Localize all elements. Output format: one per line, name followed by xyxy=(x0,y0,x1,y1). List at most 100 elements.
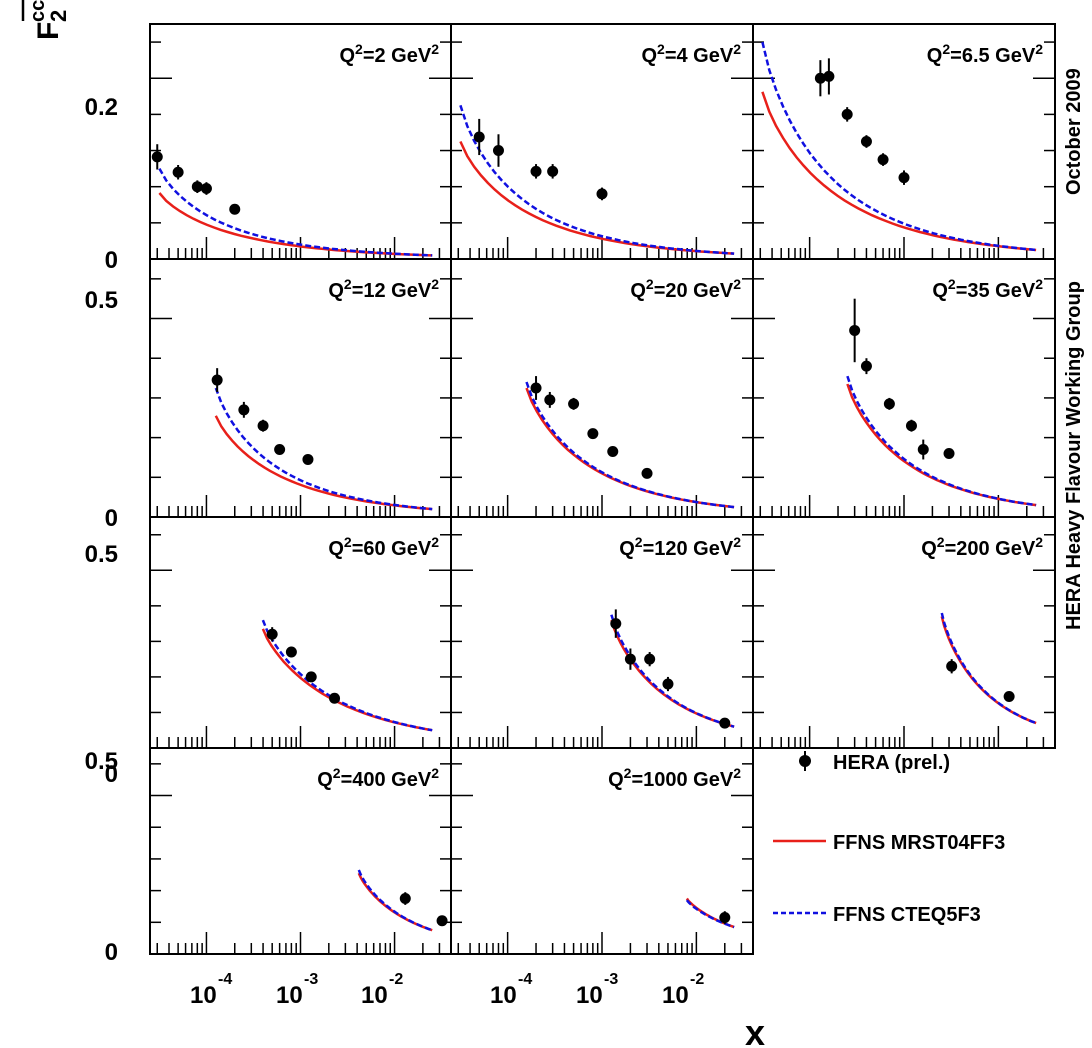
data-point xyxy=(544,394,555,405)
data-point xyxy=(842,109,853,120)
data-point xyxy=(899,172,910,183)
data-point xyxy=(302,454,313,465)
x-tick-exp-b1: -4 xyxy=(518,971,532,988)
data-point xyxy=(531,383,542,394)
panel-0: Q2=2 GeV2 xyxy=(150,24,451,259)
data-point xyxy=(152,151,163,162)
curve-cteq xyxy=(263,620,432,730)
panel-5: Q2=35 GeV2 xyxy=(753,259,1055,517)
panel-q2-label: Q2=2 GeV2 xyxy=(339,41,439,67)
curve-cteq xyxy=(762,42,1036,250)
y-axis-title-rotated: F 2 cc xyxy=(23,0,71,40)
y-label-row2-top: 0.5 xyxy=(85,541,118,568)
curve-cteq xyxy=(359,870,432,930)
x-tick-exp-b3: -2 xyxy=(690,971,704,988)
data-point xyxy=(823,71,834,82)
side-date: October 2009 xyxy=(1063,68,1085,195)
side-caption: HERA Heavy Flavour Working Group xyxy=(1063,281,1085,630)
x-axis-title: x xyxy=(745,1012,765,1048)
panel-3: Q2=12 GeV2 xyxy=(150,259,451,517)
data-point xyxy=(597,188,608,199)
x-tick-base-a1: 10 xyxy=(190,982,217,1009)
y-title-sup: cc xyxy=(27,0,49,22)
data-point xyxy=(212,375,223,386)
panel-q2-label: Q2=120 GeV2 xyxy=(619,534,741,560)
data-point xyxy=(568,398,579,409)
data-point xyxy=(884,398,895,409)
panel-6: Q2=60 GeV2 xyxy=(150,517,451,748)
data-point xyxy=(274,444,285,455)
data-point xyxy=(610,618,621,629)
legend-mrst-label: FFNS MRST04FF3 xyxy=(833,832,1005,854)
data-point xyxy=(474,131,485,142)
curve-mrst xyxy=(527,388,735,507)
y-title-main: F xyxy=(32,22,65,40)
panel-q2-label: Q2=20 GeV2 xyxy=(630,276,741,302)
data-point xyxy=(944,448,955,459)
data-point xyxy=(173,167,184,178)
data-point xyxy=(329,693,340,704)
data-point xyxy=(642,468,653,479)
x-tick-exp-a1: -4 xyxy=(218,971,232,988)
y-label-row0-zero: 0 xyxy=(105,247,118,274)
panel-q2-label: Q2=4 GeV2 xyxy=(641,41,741,67)
y-title-sub: 2 xyxy=(46,10,71,22)
panels: Q2=2 GeV2 Q2=4 GeV2 Q2=6.5 GeV2 Q2=12 GeV2 Q… xyxy=(150,24,1055,954)
panel-q2-label: Q2=400 GeV2 xyxy=(317,765,439,791)
data-point xyxy=(229,204,240,215)
data-point xyxy=(861,136,872,147)
curve-cteq xyxy=(847,376,1036,505)
panel-2: Q2=6.5 GeV2 xyxy=(753,24,1055,259)
x-tick-base-b3: 10 xyxy=(662,982,689,1009)
data-point xyxy=(437,915,448,926)
curve-mrst xyxy=(460,142,734,254)
data-point xyxy=(918,444,929,455)
panel-4: Q2=20 GeV2 xyxy=(451,259,753,517)
data-point xyxy=(192,181,203,192)
curve-cteq xyxy=(460,105,734,253)
data-point xyxy=(849,325,860,336)
panel-q2-label: Q2=12 GeV2 xyxy=(328,276,439,302)
x-tick-exp-a2: -3 xyxy=(304,971,318,988)
panel-q2-label: Q2=35 GeV2 xyxy=(932,276,1043,302)
panel-q2-label: Q2=60 GeV2 xyxy=(328,534,439,560)
curve-mrst xyxy=(359,873,432,930)
y-label-row0-top: 0.2 xyxy=(85,94,118,121)
panel-1: Q2=4 GeV2 xyxy=(451,24,753,259)
y-labels: 0.2 0 0.5 0 0.5 0 0.5 0 xyxy=(85,94,118,966)
legend-cteq-label: FFNS CTEQ5F3 xyxy=(833,904,981,926)
x-tick-base-a2: 10 xyxy=(276,982,303,1009)
curve-cteq xyxy=(159,169,432,256)
y-label-row1-zero: 0 xyxy=(105,505,118,532)
x-tick-labels: 10 -4 10 -3 10 -2 10 -4 10 -3 10 -2 xyxy=(190,971,704,1009)
x-tick-base-b2: 10 xyxy=(576,982,603,1009)
panel-7: Q2=120 GeV2 xyxy=(451,517,753,748)
panel-9: Q2=400 GeV2 xyxy=(150,748,451,954)
x-tick-exp-a3: -2 xyxy=(389,971,403,988)
y-label-row3-top: 0.5 xyxy=(85,748,118,775)
data-point xyxy=(906,420,917,431)
data-point xyxy=(587,428,598,439)
data-point xyxy=(1004,691,1015,702)
data-point xyxy=(258,420,269,431)
data-point xyxy=(878,154,889,165)
data-point xyxy=(607,446,618,457)
data-point xyxy=(306,671,317,682)
data-point xyxy=(719,718,730,729)
y-label-row3-zero: 0 xyxy=(105,939,118,966)
curve-mrst xyxy=(263,629,432,730)
curve-cteq xyxy=(527,382,735,507)
data-point xyxy=(719,912,730,923)
data-point xyxy=(547,166,558,177)
curve-mrst xyxy=(847,384,1036,505)
curve-mrst xyxy=(611,620,734,727)
legend-data-label: HERA (prel.) xyxy=(833,752,950,774)
curve-mrst xyxy=(942,617,1036,724)
data-point xyxy=(493,145,504,156)
x-tick-exp-b2: -3 xyxy=(604,971,618,988)
panel-q2-label: Q2=6.5 GeV2 xyxy=(927,41,1043,67)
data-point xyxy=(201,183,212,194)
data-point xyxy=(286,647,297,658)
panel-q2-label: Q2=200 GeV2 xyxy=(921,534,1043,560)
